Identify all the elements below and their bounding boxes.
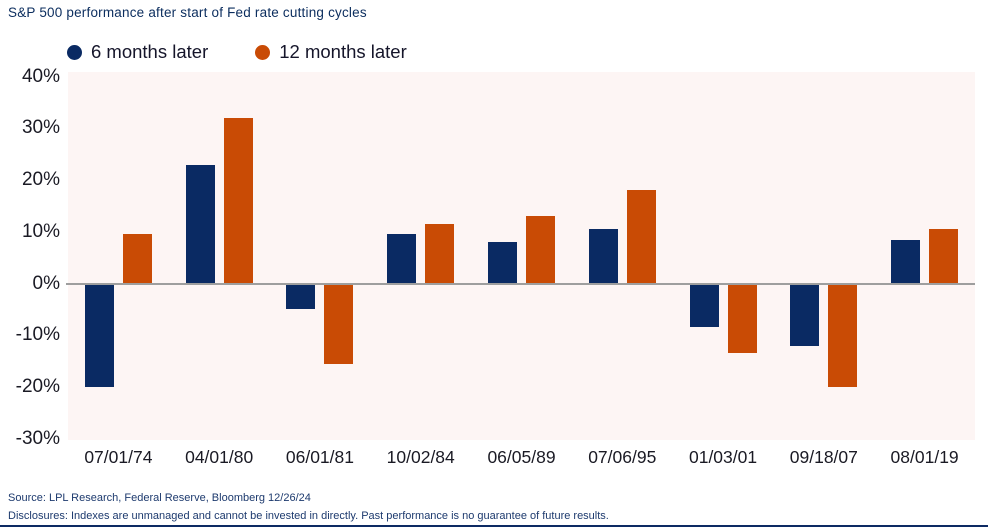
bar-12-months-later <box>425 224 455 284</box>
bar-12-months-later <box>223 118 253 284</box>
y-axis-tick-label: -30% <box>15 427 60 449</box>
x-axis-label: 10/02/84 <box>386 447 455 467</box>
bar-6-months-later <box>588 229 618 284</box>
x-axis-label: 09/18/07 <box>789 447 858 467</box>
legend-item-6-months: 6 months later <box>67 41 208 63</box>
legend-dot-12-months-icon <box>255 44 271 60</box>
y-axis-tick-label: 40% <box>21 65 60 87</box>
chart-title: S&P 500 performance after start of Fed r… <box>8 5 367 20</box>
bar-12-months-later <box>727 283 757 354</box>
disclosures-text: Disclosures: Indexes are unmanaged and c… <box>8 510 609 522</box>
x-axis-label: 06/01/81 <box>285 447 354 467</box>
y-axis-tick-label: -10% <box>15 324 60 346</box>
y-axis-tick-label: -20% <box>15 375 60 397</box>
bar-6-months-later <box>689 283 719 328</box>
bar-12-months-later <box>324 283 354 364</box>
y-axis-tick-label: 10% <box>21 220 60 242</box>
bar-6-months-later <box>891 239 921 284</box>
bar-12-months-later <box>626 190 656 284</box>
x-axis-label: 06/05/89 <box>487 447 556 467</box>
bottom-rule <box>0 525 988 527</box>
y-axis-tick-label: 30% <box>21 117 60 139</box>
x-axis-label: 07/01/74 <box>84 447 153 467</box>
bar-6-months-later <box>286 283 316 310</box>
plot-area <box>68 72 975 440</box>
bar-6-months-later <box>790 283 820 346</box>
x-axis-label: 01/03/01 <box>688 447 758 467</box>
source-text: Source: LPL Research, Federal Reserve, B… <box>8 492 311 504</box>
bar-6-months-later <box>84 283 114 387</box>
x-axis-label: 04/01/80 <box>185 447 254 467</box>
legend-label-12-months: 12 months later <box>279 41 407 62</box>
bar-6-months-later <box>488 242 517 284</box>
legend-label-6-months: 6 months later <box>91 41 209 62</box>
y-axis-tick-label: 20% <box>21 169 60 191</box>
y-axis-tick-label: 0% <box>32 272 60 294</box>
bar-12-months-later <box>828 283 858 387</box>
bar-12-months-later <box>526 216 555 284</box>
zero-axis-line <box>66 283 975 285</box>
bar-6-months-later <box>387 234 417 284</box>
x-axis-label: 07/06/95 <box>588 447 657 467</box>
legend: 6 months later 12 months later <box>67 41 407 63</box>
x-axis-label: 08/01/19 <box>890 447 959 467</box>
legend-item-12-months: 12 months later <box>255 41 407 63</box>
bar-6-months-later <box>185 164 215 284</box>
legend-dot-6-months-icon <box>67 44 82 60</box>
bar-12-months-later <box>929 229 959 284</box>
bar-12-months-later <box>122 234 152 284</box>
